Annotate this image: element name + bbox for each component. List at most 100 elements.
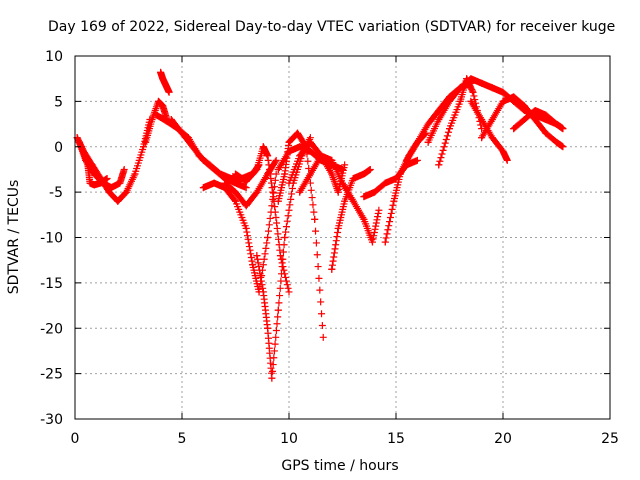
data-point (478, 116, 486, 124)
data-point (328, 170, 336, 178)
y-tick-label: -25 (40, 367, 63, 383)
y-axis-label: SDTVAR / TECUs (6, 180, 22, 295)
data-point (86, 179, 94, 187)
data-point (503, 156, 511, 164)
data-point (139, 143, 147, 151)
data-point (396, 170, 404, 178)
data-series (73, 68, 567, 382)
y-tick-label: -5 (49, 185, 63, 201)
data-point (161, 79, 169, 87)
data-point (349, 175, 357, 183)
axis-ticks: 0 5 10 15 20 25 -30 -25 -20 -15 -10 -5 0 5 10 (40, 49, 619, 447)
series-arc-16 (328, 165, 374, 273)
data-point (272, 170, 280, 178)
data-point (159, 102, 167, 110)
data-point (285, 147, 293, 155)
data-point (306, 147, 314, 155)
series-arc-25 (510, 106, 567, 133)
data-point (531, 106, 539, 114)
data-point (274, 197, 282, 205)
series-arc-24 (478, 93, 567, 151)
data-point (413, 156, 421, 164)
data-point (499, 88, 507, 96)
data-point (232, 197, 239, 205)
data-point (274, 306, 282, 314)
data-point (97, 179, 105, 187)
data-point (559, 125, 567, 133)
data-point (210, 165, 218, 173)
data-point (488, 116, 496, 124)
data-point (334, 224, 342, 232)
series-arc-23 (467, 97, 511, 164)
data-point (259, 143, 267, 151)
data-point (285, 179, 293, 187)
data-point (510, 93, 518, 101)
data-point (446, 125, 453, 133)
series-arc-7 (167, 116, 250, 192)
y-tick-label: 10 (45, 49, 63, 65)
data-point (306, 138, 314, 146)
data-point (199, 156, 207, 164)
data-point (296, 143, 304, 151)
data-point (272, 156, 280, 164)
data-point (253, 188, 261, 196)
series-trace (381, 130, 429, 246)
y-tick-label: 5 (54, 94, 63, 110)
data-point (317, 152, 325, 160)
data-point (360, 215, 368, 223)
data-point (163, 84, 171, 92)
data-point (154, 97, 162, 105)
data-point (281, 234, 289, 241)
data-point (242, 177, 250, 185)
data-point (375, 206, 383, 214)
y-tick-label: -20 (40, 321, 63, 337)
x-tick-label: 20 (494, 431, 512, 447)
data-point (242, 224, 250, 232)
data-point (478, 134, 486, 142)
data-point (311, 215, 319, 223)
data-point (178, 129, 186, 137)
data-point (84, 161, 92, 169)
data-point (339, 179, 346, 187)
data-point (319, 333, 327, 341)
series-arc-17 (339, 179, 383, 246)
data-point (189, 143, 197, 151)
data-point (553, 120, 560, 128)
data-point (334, 188, 342, 196)
data-point (75, 138, 83, 146)
data-point (142, 138, 150, 146)
series-arc-5 (157, 68, 173, 96)
y-tick-label: 0 (54, 140, 63, 156)
x-tick-label: 25 (601, 431, 619, 447)
data-point (520, 102, 528, 110)
data-point (553, 138, 560, 146)
y-tick-label: -15 (40, 276, 63, 292)
data-point (435, 161, 443, 169)
data-point (242, 202, 250, 210)
data-point (381, 238, 389, 246)
data-point (152, 111, 160, 119)
data-point (114, 197, 122, 205)
series-arc-3 (77, 143, 111, 189)
data-point (264, 324, 272, 332)
data-point (296, 152, 304, 160)
data-point (306, 170, 314, 178)
x-axis-label: GPS time / hours (281, 458, 398, 474)
data-point (446, 97, 453, 105)
data-point (390, 197, 398, 205)
chart-title: Day 169 of 2022, Sidereal Day-to-day VTE… (48, 19, 615, 35)
data-point (120, 165, 128, 173)
data-point (264, 234, 272, 241)
data-point (467, 97, 475, 105)
data-point (488, 84, 496, 92)
data-point (249, 261, 257, 269)
data-point (210, 179, 218, 187)
data-point (366, 165, 374, 173)
x-tick-label: 5 (178, 431, 187, 447)
data-point (232, 179, 239, 187)
data-point (157, 68, 165, 76)
data-point (232, 188, 239, 196)
data-point (360, 193, 368, 201)
data-point (413, 138, 421, 146)
